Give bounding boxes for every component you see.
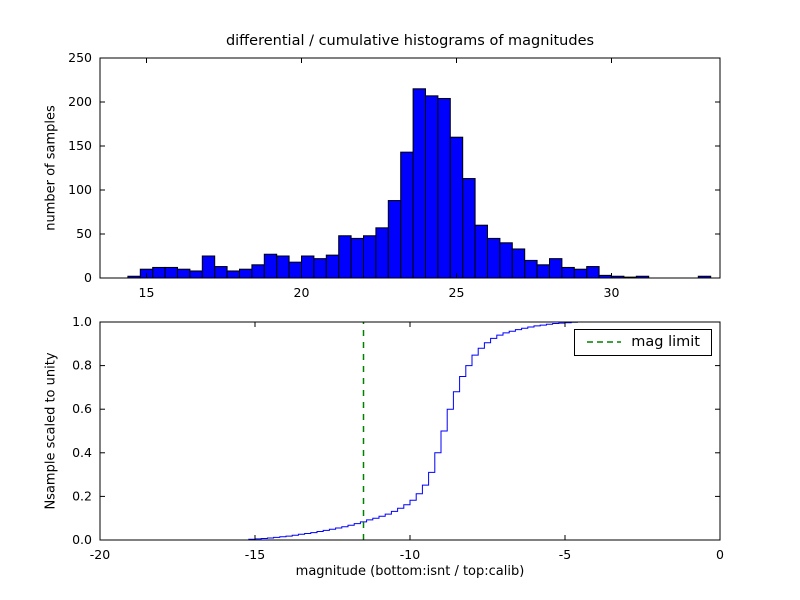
- legend-box: mag limit: [574, 329, 712, 356]
- histogram-bar: [573, 268, 588, 279]
- histogram-bar: [177, 268, 191, 279]
- histogram-bar: [462, 178, 476, 279]
- histogram-bar: [226, 270, 241, 279]
- histogram-bar: [288, 261, 303, 279]
- histogram-bar: [350, 237, 365, 279]
- histogram-bar: [301, 255, 315, 279]
- legend-label: mag limit: [631, 334, 700, 350]
- histogram-bar: [400, 151, 414, 279]
- histogram-bar: [536, 264, 550, 279]
- x-tick-label: -10: [400, 547, 420, 562]
- x-tick-label: 30: [604, 285, 620, 300]
- histogram-bar: [449, 136, 464, 279]
- bottom-x-axis-label: magnitude (bottom:isnt / top:calib): [295, 564, 525, 579]
- histogram-bar: [201, 255, 216, 279]
- y-tick-label: 200: [68, 94, 92, 109]
- y-tick-label: 250: [68, 50, 92, 65]
- cumulative-step-line: [100, 321, 720, 541]
- histogram-bar: [325, 254, 340, 279]
- y-tick-label: 50: [76, 226, 92, 241]
- histogram-bar: [511, 248, 526, 279]
- bottom-y-axis-label: Nsample scaled to unity: [43, 352, 59, 510]
- chart-title: differential / cumulative histograms of …: [225, 33, 595, 49]
- histogram-bar: [425, 95, 439, 279]
- histogram-bar: [363, 235, 377, 279]
- histogram-bar: [412, 88, 427, 279]
- x-tick-label: 15: [139, 285, 155, 300]
- y-tick-label: 0.8: [72, 358, 92, 373]
- histogram-bar: [474, 224, 489, 279]
- histogram-bar: [499, 242, 513, 279]
- histogram-bar: [375, 227, 389, 279]
- axes-frame: [99, 321, 721, 541]
- legend-dashed-line-icon: [587, 341, 622, 344]
- x-tick-label: 0: [716, 547, 724, 562]
- x-tick-label: 25: [449, 285, 465, 300]
- x-tick-label: -5: [559, 547, 571, 562]
- top-y-axis-label: number of samples: [43, 105, 59, 231]
- y-tick-label: 0.6: [72, 401, 92, 416]
- x-tick-label: 20: [294, 285, 310, 300]
- histogram-bar: [437, 97, 451, 279]
- histogram-bar: [338, 235, 352, 279]
- y-tick-label: 0.0: [72, 532, 92, 547]
- histogram-bar: [276, 255, 290, 279]
- y-tick-label: 0.4: [72, 445, 92, 460]
- histogram-bar: [487, 237, 501, 279]
- histogram-bar: [561, 266, 575, 279]
- histogram-bar: [549, 258, 563, 279]
- histogram-bar: [251, 264, 265, 279]
- x-tick-label: -20: [90, 547, 110, 562]
- histogram-bar: [239, 268, 253, 279]
- histogram-bar: [214, 266, 228, 279]
- y-tick-label: 1.0: [72, 314, 92, 329]
- x-tick-label: -15: [245, 547, 265, 562]
- histogram-bar: [152, 266, 166, 279]
- histogram-bar: [524, 259, 538, 279]
- histogram-bar: [313, 258, 327, 279]
- histogram-bar: [387, 200, 402, 279]
- histogram-bar: [189, 270, 203, 279]
- y-tick-label: 0.2: [72, 488, 92, 503]
- y-tick-label: 100: [68, 182, 92, 197]
- y-tick-label: 0: [84, 270, 92, 285]
- histogram-bar: [164, 266, 179, 279]
- y-tick-label: 150: [68, 138, 92, 153]
- histogram-bar: [263, 253, 278, 279]
- axes-frame: [99, 57, 721, 279]
- histogram-bar: [586, 266, 600, 279]
